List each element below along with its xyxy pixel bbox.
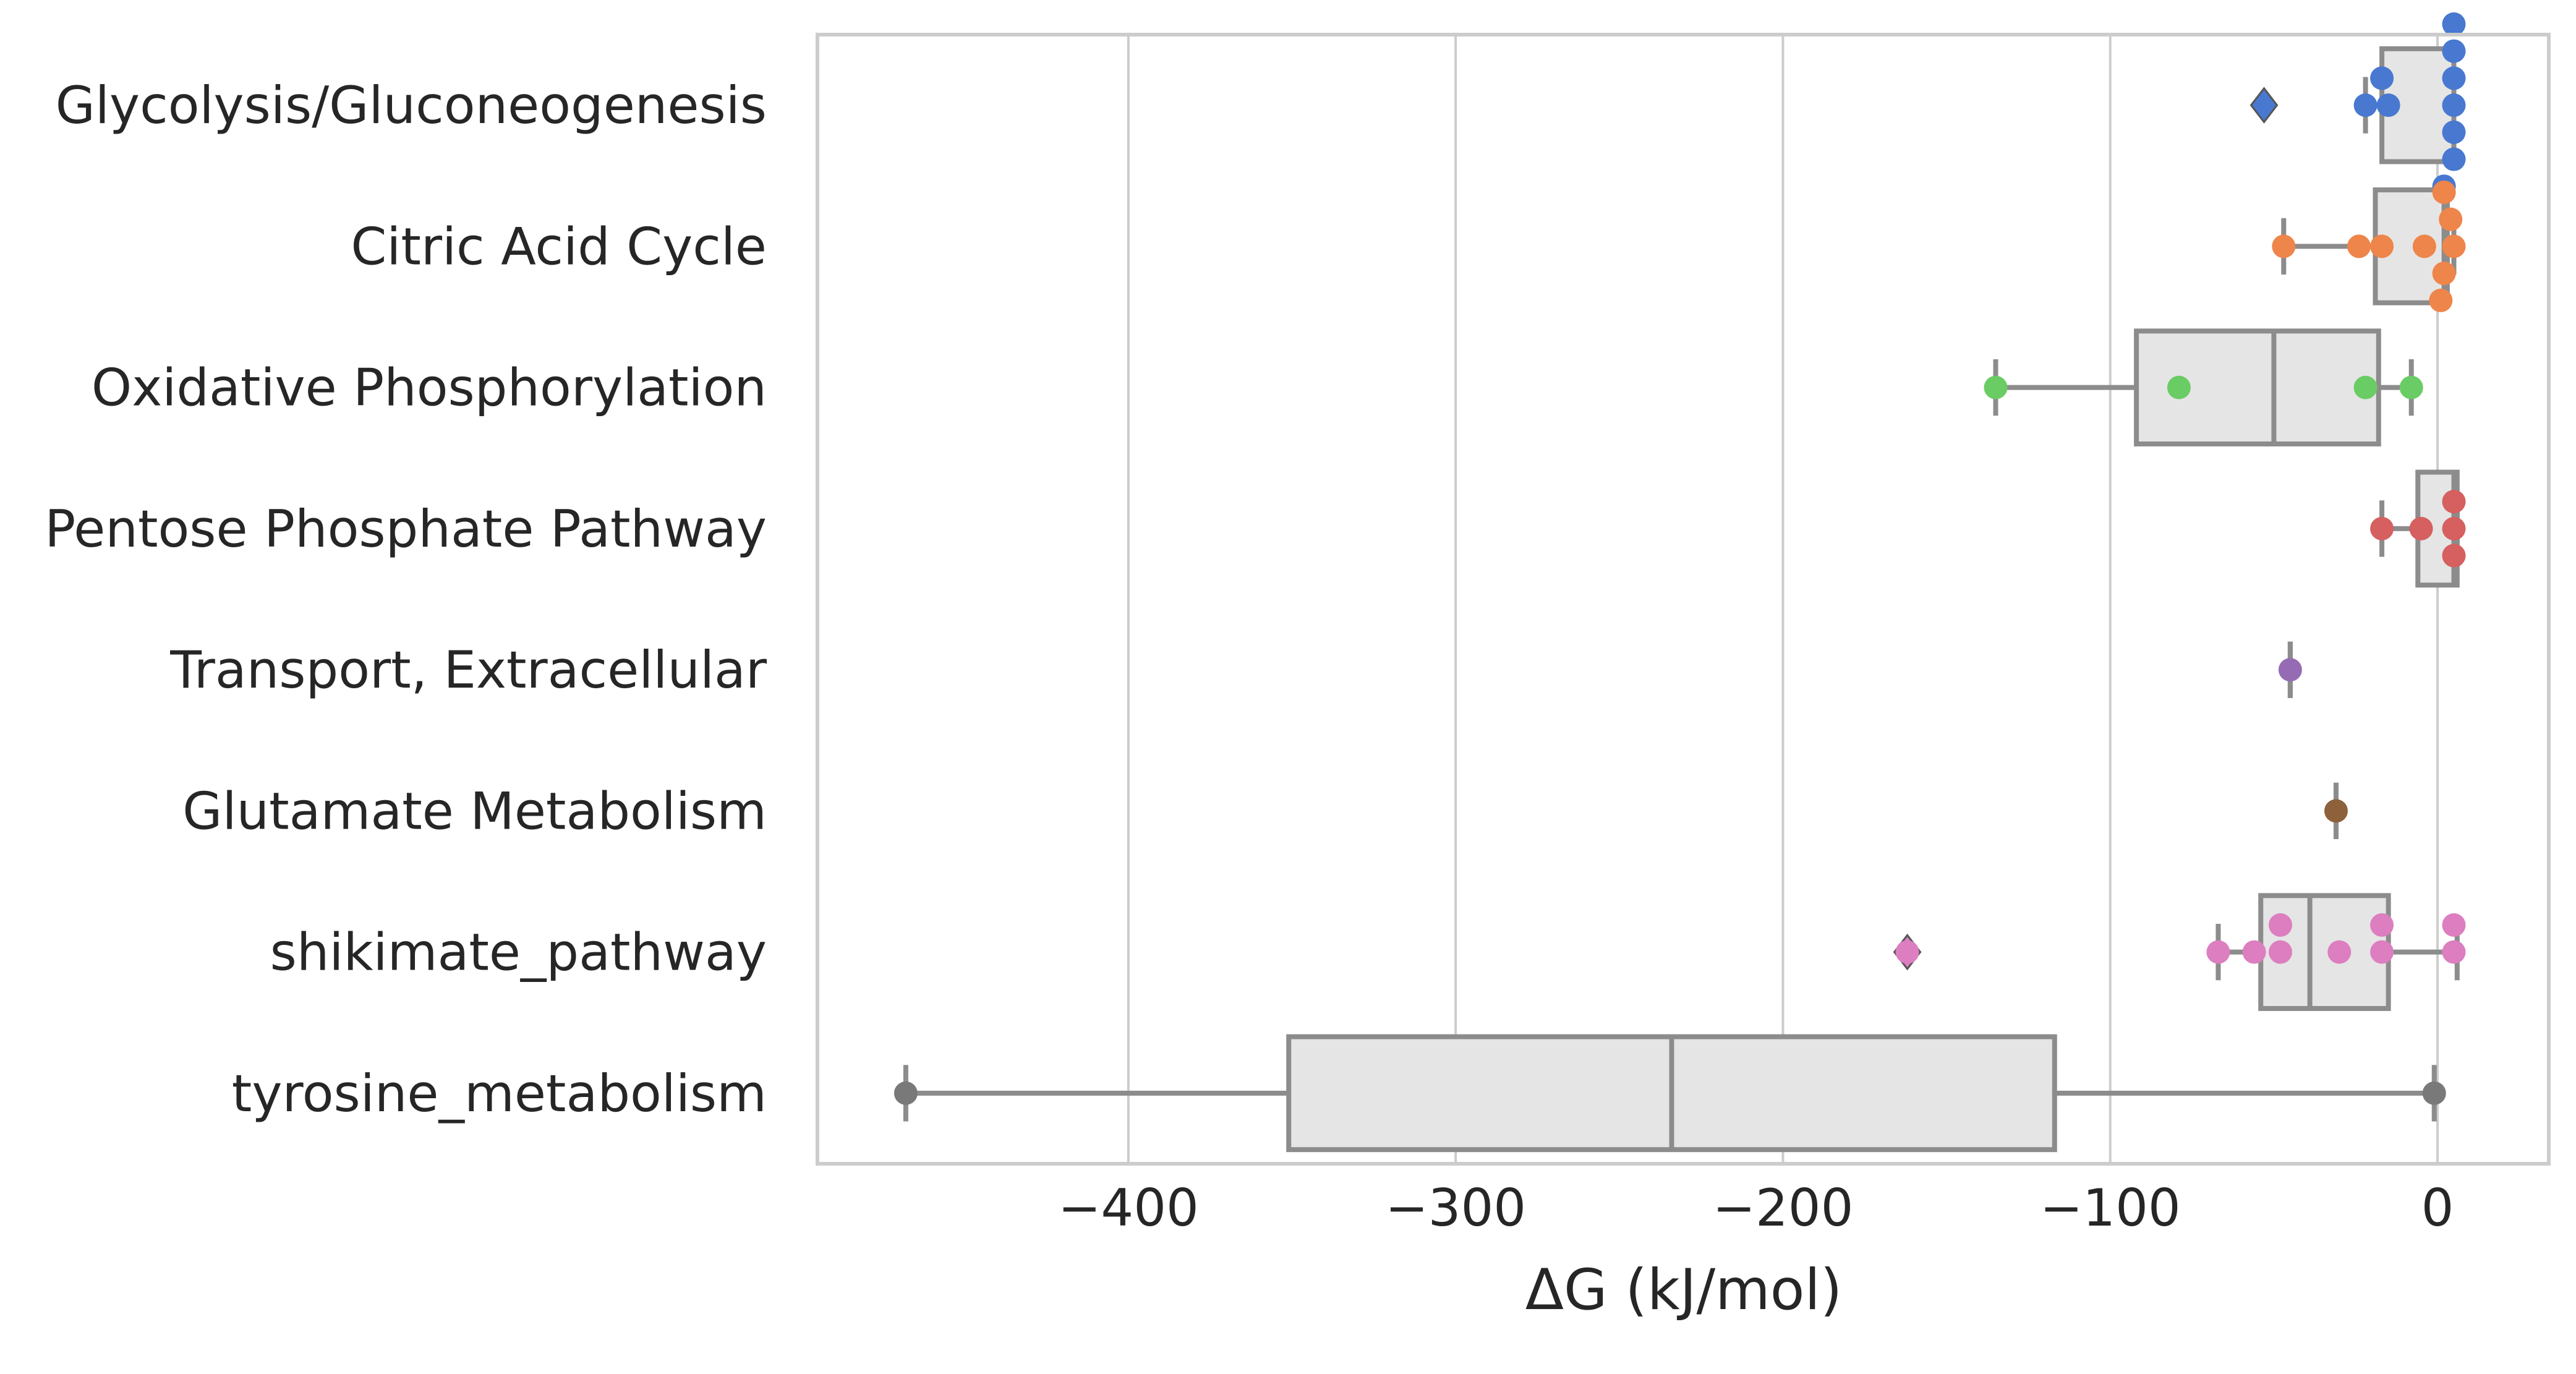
data-point — [2442, 120, 2466, 144]
box-plot — [903, 1034, 2437, 1153]
data-point — [2399, 375, 2423, 399]
data-point — [2370, 66, 2394, 90]
outlier-marker — [2250, 87, 2279, 124]
data-point — [2206, 940, 2230, 964]
data-point — [2442, 490, 2466, 514]
data-point — [2442, 93, 2466, 117]
data-point — [2324, 799, 2348, 823]
plot-frame — [816, 33, 2551, 1166]
swarm-points — [893, 12, 2466, 1105]
data-point — [2353, 375, 2378, 399]
data-point — [2442, 913, 2466, 937]
data-point — [2442, 234, 2466, 258]
x-tick-labels: −400 −300 −200 −100 0 — [1058, 1178, 2454, 1238]
category-label: Glycolysis/Gluconeogenesis — [56, 75, 767, 135]
category-label: Pentose Phosphate Pathway — [45, 499, 767, 559]
data-point — [2268, 940, 2292, 964]
data-point — [2442, 12, 2466, 36]
x-tick-label: −300 — [1385, 1178, 1526, 1238]
category-label: Transport, Extracellular — [169, 640, 767, 700]
data-point — [2432, 262, 2456, 286]
data-point — [2439, 207, 2463, 231]
data-point — [1895, 940, 1919, 964]
data-point — [2409, 516, 2433, 540]
data-point — [2327, 940, 2352, 964]
category-label: shikimate_pathway — [270, 923, 767, 983]
x-tick-label: 0 — [2421, 1178, 2454, 1238]
data-point — [2442, 147, 2466, 171]
x-tick-label: −400 — [1058, 1178, 1199, 1238]
data-point — [2432, 180, 2456, 204]
data-point — [2429, 288, 2453, 312]
data-point — [1984, 375, 2008, 399]
data-point — [2268, 913, 2292, 937]
category-labels: Glycolysis/Gluconeogenesis Citric Acid Cy… — [45, 75, 767, 1124]
data-point — [893, 1081, 918, 1105]
data-point — [2370, 913, 2394, 937]
grid-lines — [1127, 35, 2439, 1164]
data-point — [2242, 940, 2266, 964]
data-point — [2370, 940, 2394, 964]
data-point — [2272, 234, 2296, 258]
data-point — [2442, 544, 2466, 568]
category-label: Oxidative Phosphorylation — [92, 358, 767, 418]
data-point — [2422, 1081, 2446, 1105]
category-label: Citric Acid Cycle — [351, 216, 767, 276]
data-point — [2370, 516, 2394, 540]
data-point — [2442, 39, 2466, 63]
x-tick-label: −200 — [1712, 1178, 1853, 1238]
data-point — [2167, 375, 2191, 399]
category-label: tyrosine_metabolism — [232, 1064, 767, 1124]
x-axis-title: ΔG (kJ/mol) — [1525, 1258, 1843, 1323]
data-point — [2442, 516, 2466, 540]
data-point — [2376, 93, 2400, 117]
data-point — [2278, 658, 2302, 682]
data-point — [2412, 234, 2436, 258]
data-point — [2370, 234, 2394, 258]
data-point — [2442, 940, 2466, 964]
category-label: Glutamate Metabolism — [182, 781, 767, 841]
x-tick-label: −100 — [2040, 1178, 2181, 1238]
data-point — [2353, 93, 2378, 117]
data-point — [2347, 234, 2371, 258]
data-point — [2442, 66, 2466, 90]
